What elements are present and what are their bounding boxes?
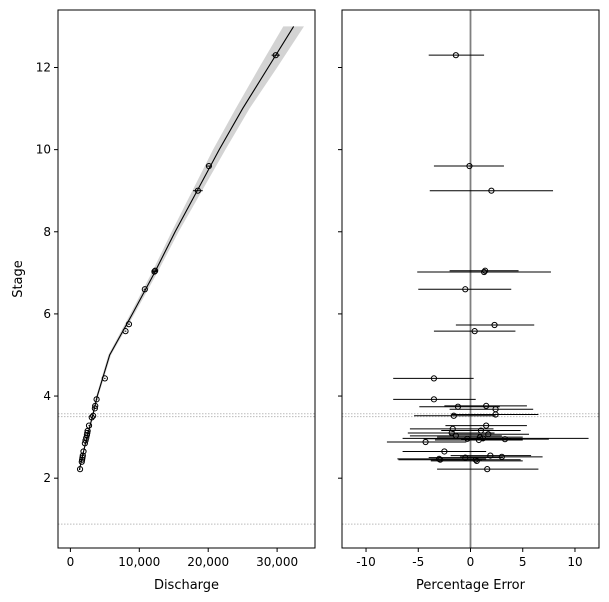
y-tick-label: 10 <box>36 143 51 157</box>
x-tick-label: -10 <box>356 555 376 569</box>
gauging-point-0 <box>272 52 279 59</box>
error-point-26 <box>422 438 429 446</box>
y-tick-label: 8 <box>43 225 51 239</box>
gauging-point-3 <box>152 267 159 274</box>
error-point-8 <box>430 375 438 382</box>
error-point-10 <box>483 402 490 410</box>
x-tick-label: 20,000 <box>187 555 229 569</box>
x-tick-label: 5 <box>519 555 527 569</box>
gauging-point-1 <box>205 162 212 170</box>
error-point-34 <box>473 457 480 465</box>
gauging-point-4 <box>151 268 158 275</box>
x-tick-label: 0 <box>67 555 75 569</box>
error-point-16 <box>449 425 456 433</box>
error-point-14 <box>492 411 499 418</box>
x-tick-label: 30,000 <box>256 555 298 569</box>
rating-curve-panel: 0 10,000 20,000 30,000 2 4 6 8 10 12 Discharge Stag… <box>11 9 316 593</box>
y-tick-label: 2 <box>43 471 51 485</box>
gauging-point-9 <box>93 396 100 403</box>
x-axis-label: Discharge <box>154 578 219 593</box>
gauging-point-13 <box>88 414 95 421</box>
x-tick-label: 0 <box>467 555 475 569</box>
error-point-15 <box>483 422 490 429</box>
gauging-point-26 <box>76 466 84 473</box>
gauging-point-5 <box>141 286 148 293</box>
error-point-6 <box>491 321 498 329</box>
error-point-24 <box>501 436 509 443</box>
gauging-point-12 <box>90 412 97 419</box>
plot-area <box>342 10 599 548</box>
error-point-9 <box>430 396 438 403</box>
rating-curve-line <box>78 26 295 471</box>
error-point-4 <box>480 268 488 276</box>
error-point-25 <box>475 436 482 444</box>
gauging-point-25 <box>78 458 85 465</box>
x-axis-label: Percentage Error <box>416 578 526 593</box>
error-point-33 <box>436 455 443 462</box>
x-tick-label: 10,000 <box>118 555 160 569</box>
error-point-30 <box>462 454 469 461</box>
axes-frame <box>57 9 316 549</box>
y-tick-label: 4 <box>43 389 51 403</box>
x-tick-label: -5 <box>412 555 424 569</box>
gauging-point-20 <box>81 440 88 447</box>
gauging-point-6 <box>125 321 133 328</box>
y-tick-label: 12 <box>36 60 51 74</box>
gauging-point-7 <box>122 328 129 335</box>
error-point-13 <box>450 412 457 419</box>
y-axis-label: Stage <box>11 260 26 298</box>
error-point-35 <box>484 466 491 473</box>
error-point-0 <box>452 52 459 59</box>
error-point-7 <box>471 328 478 335</box>
error-point-27 <box>441 448 448 455</box>
gauging-point-2 <box>194 187 201 194</box>
y-tick-label: 6 <box>43 307 51 321</box>
percentage-error-panel: -10 -5 0 5 10 Percentage Error <box>338 9 600 593</box>
error-point-2 <box>488 187 495 194</box>
gauging-point-19 <box>82 437 89 444</box>
x-tick-label: 10 <box>567 555 582 569</box>
gauging-point-11 <box>91 405 98 412</box>
error-point-28 <box>487 452 494 459</box>
error-point-1 <box>466 162 473 170</box>
error-point-5 <box>462 286 469 293</box>
error-point-3 <box>482 267 489 274</box>
gauging-point-8 <box>101 375 108 382</box>
uncertainty-band <box>79 26 304 470</box>
error-point-32 <box>437 456 444 463</box>
plot-area <box>58 26 315 525</box>
gauging-point-21 <box>80 448 87 455</box>
